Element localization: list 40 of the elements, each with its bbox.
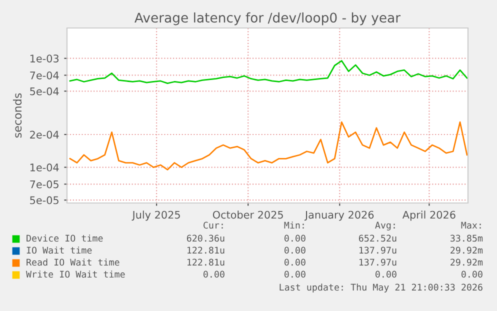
text: Min: — [284, 222, 304, 229]
y-tick-label: 2e-04 — [30, 130, 59, 139]
x-tick-label: July 2025 — [132, 210, 180, 221]
text: 0.00 — [462, 270, 482, 278]
text: 33.85m — [450, 234, 483, 242]
text: 137.97u — [359, 258, 396, 266]
text: 122.81u — [187, 246, 224, 254]
text: Cur: — [204, 222, 223, 229]
y-tick-label: 7e-05 — [30, 180, 58, 188]
x-tick-label: October 2025 — [212, 210, 283, 219]
y-tick-label: 7e-04 — [30, 71, 59, 80]
text: 620.36u — [186, 234, 224, 242]
text: 0.00 — [284, 234, 306, 242]
text: 652.52u — [358, 234, 396, 242]
text: 0.00 — [284, 258, 306, 266]
line-series — [69, 60, 468, 84]
text: Max: — [461, 222, 481, 229]
x-tick-label: April 2026 — [402, 210, 456, 221]
text: 0.00 — [284, 270, 306, 278]
y-tick-label: 1e-03 — [30, 54, 59, 62]
legend-label: Device IO time — [26, 234, 103, 242]
text: 0.00 — [376, 270, 396, 278]
text: Avg: — [375, 222, 395, 230]
chart-title: Average latency for /dev/loop0 - by year — [134, 12, 401, 26]
legend-label: IO Wait time — [26, 246, 92, 254]
legend-label: Read IO Wait time — [26, 258, 120, 266]
text: Last update: Thu May 21 21:00:33 2026 — [280, 284, 482, 292]
y-tick-label: 5e-05 — [30, 196, 58, 204]
text: 0.00 — [204, 270, 224, 278]
text: 29.92m — [450, 258, 483, 266]
y-axis-title: seconds — [13, 93, 22, 138]
legend-label: Write IO Wait time — [26, 270, 125, 278]
line-series — [69, 121, 468, 170]
x-tick-label: January 2026 — [304, 210, 374, 221]
y-tick-label: 1e-04 — [30, 164, 59, 172]
text: 29.92m — [450, 246, 483, 254]
y-tick-label: 5e-04 — [30, 87, 59, 96]
text: 137.97u — [359, 246, 396, 254]
text: 0.00 — [284, 246, 306, 254]
text: 122.81u — [187, 258, 224, 266]
